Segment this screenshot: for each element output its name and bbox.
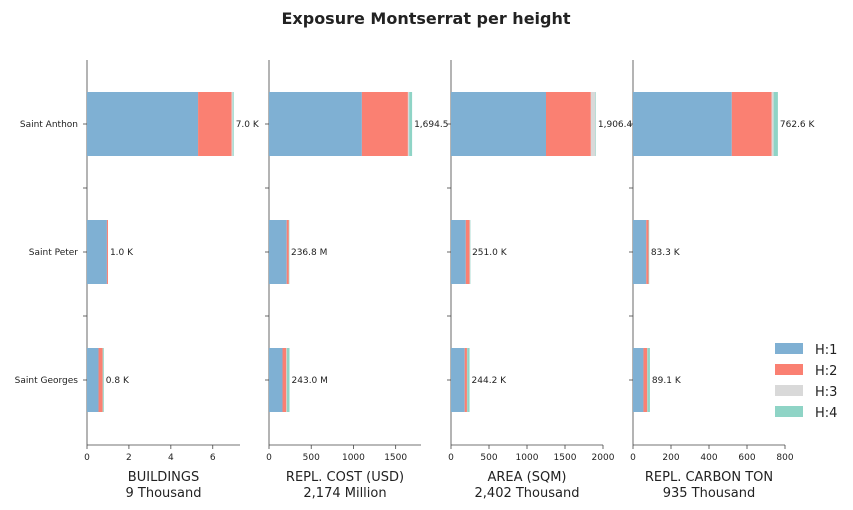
legend-swatch bbox=[775, 364, 803, 375]
x-axis-label: BUILDINGS bbox=[128, 470, 199, 485]
x-axis-label: AREA (SQM) bbox=[487, 470, 566, 485]
bar-segment bbox=[451, 348, 465, 412]
bar-segment bbox=[87, 92, 199, 156]
x-tick-label: 2 bbox=[126, 453, 132, 463]
x-tick-label: 2000 bbox=[592, 453, 615, 463]
bar-segment bbox=[87, 348, 99, 412]
bar-segment bbox=[646, 220, 649, 284]
bar-segment bbox=[648, 220, 650, 284]
bar-segment bbox=[282, 348, 287, 412]
bar-segment bbox=[269, 220, 287, 284]
bar-segment bbox=[466, 348, 468, 412]
legend-swatch bbox=[775, 385, 803, 396]
x-tick-label: 0 bbox=[266, 453, 272, 463]
bar-segment bbox=[633, 348, 644, 412]
total-label: 89.1 K bbox=[652, 376, 682, 386]
bar-segment bbox=[633, 220, 647, 284]
bar-segment bbox=[232, 92, 234, 156]
bar-segment bbox=[633, 92, 732, 156]
x-tick-label: 500 bbox=[303, 453, 320, 463]
total-label: 243.0 M bbox=[292, 376, 328, 386]
total-label: 1,694.5 bbox=[414, 120, 448, 130]
x-axis-sublabel: 9 Thousand bbox=[125, 486, 201, 501]
x-axis-sublabel: 2,174 Million bbox=[303, 486, 386, 501]
x-tick-label: 1000 bbox=[342, 453, 365, 463]
total-label: 762.6 K bbox=[780, 120, 816, 130]
bar-segment bbox=[269, 348, 283, 412]
bar-segment bbox=[231, 92, 233, 156]
total-label: 1.0 K bbox=[110, 248, 134, 258]
x-axis-label: REPL. COST (USD) bbox=[286, 470, 404, 485]
bar-segment bbox=[288, 220, 290, 284]
x-tick-label: 0 bbox=[630, 453, 636, 463]
bar-segment bbox=[361, 92, 408, 156]
bar-segment bbox=[451, 220, 466, 284]
bar-segment bbox=[465, 220, 470, 284]
chart-title: Exposure Montserrat per height bbox=[281, 9, 570, 28]
x-tick-label: 0 bbox=[84, 453, 90, 463]
x-axis-label: REPL. CARBON TON bbox=[645, 470, 773, 485]
bar-segment bbox=[773, 92, 778, 156]
legend-label: H:2 bbox=[815, 364, 837, 379]
legend-swatch bbox=[775, 406, 803, 417]
bar-segment bbox=[286, 348, 290, 412]
bar-segment bbox=[269, 92, 362, 156]
bar-segment bbox=[546, 92, 591, 156]
x-tick-label: 0 bbox=[448, 453, 454, 463]
bar-segment bbox=[595, 92, 596, 156]
bar-segment bbox=[464, 348, 467, 412]
bar-segment bbox=[409, 92, 413, 156]
x-tick-label: 1000 bbox=[516, 453, 539, 463]
bar-segment bbox=[647, 348, 650, 412]
x-tick-label: 400 bbox=[700, 453, 717, 463]
x-axis-sublabel: 2,402 Thousand bbox=[475, 486, 580, 501]
x-tick-label: 1500 bbox=[384, 453, 407, 463]
legend-swatch bbox=[775, 343, 803, 354]
bar-segment bbox=[106, 220, 108, 284]
category-label: Saint Georges bbox=[15, 376, 79, 386]
total-label: 236.8 M bbox=[291, 248, 327, 258]
bar-segment bbox=[590, 92, 596, 156]
bar-segment bbox=[98, 348, 103, 412]
x-tick-label: 500 bbox=[480, 453, 497, 463]
bar-segment bbox=[407, 92, 410, 156]
bar-segment bbox=[87, 220, 107, 284]
bar-segment bbox=[771, 92, 774, 156]
total-label: 1,906.4 bbox=[598, 120, 633, 130]
total-label: 83.3 K bbox=[651, 248, 681, 258]
bar-segment bbox=[286, 348, 287, 412]
legend-label: H:3 bbox=[815, 385, 837, 400]
bar-segment bbox=[286, 220, 289, 284]
bar-segment bbox=[451, 92, 546, 156]
bar-segment bbox=[467, 348, 470, 412]
x-tick-label: 4 bbox=[168, 453, 174, 463]
total-label: 7.0 K bbox=[236, 120, 260, 130]
bar-segment bbox=[469, 220, 471, 284]
category-label: Saint Anthon bbox=[20, 120, 78, 130]
x-tick-label: 200 bbox=[662, 453, 679, 463]
bar-segment bbox=[643, 348, 648, 412]
x-axis-sublabel: 935 Thousand bbox=[663, 486, 756, 501]
x-tick-label: 800 bbox=[776, 453, 793, 463]
bar-segment bbox=[102, 348, 104, 412]
bar-segment bbox=[198, 92, 232, 156]
x-tick-label: 1500 bbox=[554, 453, 577, 463]
total-label: 251.0 K bbox=[472, 248, 508, 258]
bar-segment bbox=[731, 92, 772, 156]
total-label: 244.2 K bbox=[472, 376, 508, 386]
x-tick-label: 6 bbox=[210, 453, 216, 463]
legend-label: H:4 bbox=[815, 406, 837, 421]
legend-label: H:1 bbox=[815, 343, 837, 358]
total-label: 0.8 K bbox=[106, 376, 130, 386]
x-tick-label: 600 bbox=[738, 453, 755, 463]
category-label: Saint Peter bbox=[29, 248, 79, 258]
